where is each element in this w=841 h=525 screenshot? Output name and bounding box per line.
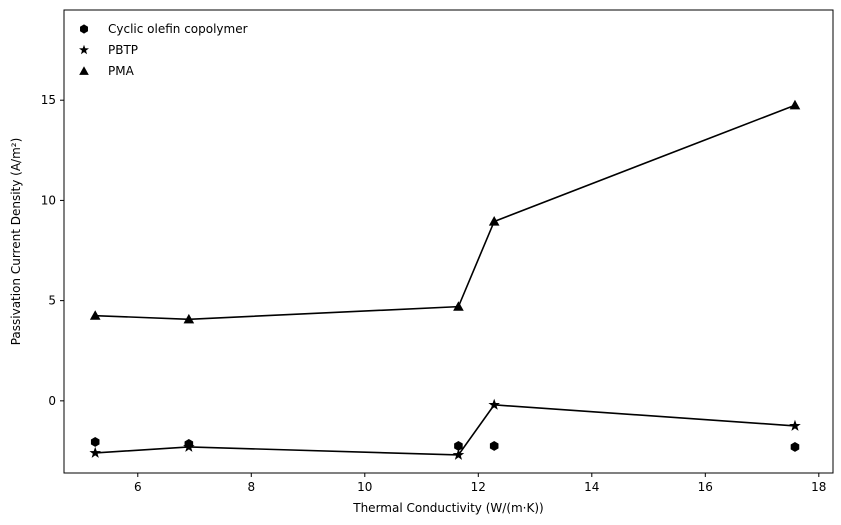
x-tick-label: 10 [357,480,372,494]
data-point [790,441,800,452]
x-tick-label: 14 [584,480,599,494]
series-line [95,104,796,321]
y-tick-label: 0 [48,394,56,408]
data-point [183,313,195,324]
legend-marker [79,44,89,55]
data-point [183,440,195,452]
data-point [89,310,101,320]
legend: Cyclic olefin copolymer PBTP PMA [79,22,248,78]
legend-entry-label: PBTP [108,43,138,57]
x-tick-label: 8 [247,480,255,494]
x-tick-label: 12 [471,480,486,494]
series-layer [89,99,801,460]
ticks-layer: 6 8 10 12 14 16 18 0 5 10 15 [41,93,827,494]
data-point [90,436,100,447]
data-point [489,440,499,451]
legend-marker [79,66,89,75]
y-axis-label: Passivation Current Density (A/m²) [9,138,23,346]
data-point [89,446,102,458]
data-point [453,301,464,311]
x-tick-label: 18 [811,480,826,494]
series-1 [89,398,801,460]
data-point [488,398,500,410]
legend-marker [80,24,88,34]
data-point [452,448,465,460]
data-point [789,419,801,431]
y-tick-label: 15 [41,93,56,107]
x-tick-label: 6 [134,480,142,494]
legend-entry-label: PMA [108,64,135,78]
x-tick-label: 16 [698,480,713,494]
data-point [789,99,801,110]
x-axis-label: Thermal Conductivity (W/(m·K)) [352,501,543,515]
legend-entry-label: Cyclic olefin copolymer [108,22,248,36]
series-0 [90,436,800,452]
series-line [95,404,796,456]
plot-frame [63,9,834,474]
y-tick-label: 5 [48,294,56,308]
series-2 [89,99,801,324]
y-tick-label: 10 [41,193,56,207]
data-point [488,216,500,226]
